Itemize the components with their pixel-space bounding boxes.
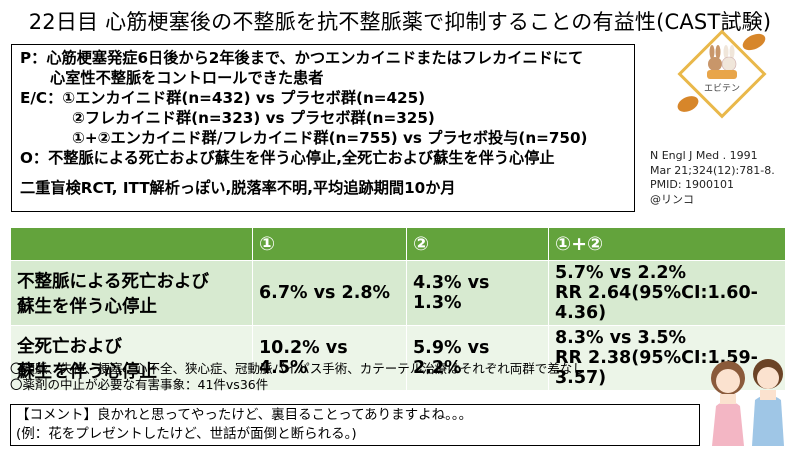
citation-journal: N Engl J Med . 1991 (650, 149, 758, 162)
notes: 〇頻脈、失神、梗塞、心不全、狭心症、冠動脈バイパス手術、カテーテル治療はそれぞれ… (10, 361, 585, 393)
citation-author: @リンコ (650, 192, 694, 206)
cell-group2: 4.3% vs 1.3% (406, 260, 549, 326)
comment-line2: (例：花をプレゼントしたけど、世話が面倒と断られる。) (16, 426, 357, 442)
fried-shrimp-icon (677, 33, 766, 112)
cell-group1: 10.2% vs 4.5% (252, 325, 407, 391)
note-outcomes: 〇頻脈、失神、梗塞、心不全、狭心症、冠動脈バイパス手術、カテーテル治療はそれぞれ… (10, 361, 585, 376)
boy-figure-icon (752, 359, 784, 446)
pico-design-line: 二重盲検RCT, ITT解析っぽい,脱落率不明,平均追跡期間10か月 (20, 179, 456, 197)
evitan-logo: エビテン (677, 29, 767, 119)
table-row: 不整脈による死亡および 蘇生を伴う心停止 6.7% vs 2.8% 4.3% v… (10, 260, 786, 326)
page-title: 22日目 心筋梗塞後の不整脈を抗不整脈薬で抑制することの有益性(CAST試験) (28, 10, 772, 34)
cell-group1: 6.7% vs 2.8% (252, 260, 407, 326)
pico-ec-line3: ①+②エンカイニド群/フレカイニド群(n=755) vs プラセボ投与(n=75… (72, 129, 588, 147)
rabbit-couple-icon (707, 45, 737, 79)
row-label: 全死亡および 蘇生を伴う心停止 (10, 325, 253, 391)
pico-p-line2: 心室性不整脈をコントロールできた患者 (50, 69, 324, 87)
pico-p-line1: P：心筋梗塞発症6日後から2年後まで、かつエンカイニドまたはフレカイニドにて (20, 49, 584, 67)
girl-figure-icon (711, 361, 745, 446)
citation: N Engl J Med . 1991 Mar 21;324(12):781-8… (650, 149, 775, 207)
table-row: 全死亡および 蘇生を伴う心停止 10.2% vs 4.5% 5.9% vs 2.… (10, 325, 786, 391)
comment-line1: 【コメント】良かれと思ってやったけど、裏目ることってありますよね。。。 (16, 407, 473, 423)
row-label-line1: 不整脈による死亡および (17, 272, 209, 292)
logo-label: エビテン (704, 83, 740, 94)
row-label-line1: 全死亡および (17, 337, 122, 357)
comment-box: 【コメント】良かれと思ってやったけど、裏目ることってありますよね。。。 (例：花… (10, 404, 700, 446)
cell-combined-rr: RR 2.38(95%CI:1.59-3.57) (555, 348, 758, 388)
cell-combined-rate: 5.7% vs 2.2% (555, 263, 687, 283)
note-adverse-events: 〇薬剤の中止が必要な有害事象：41件vs36件 (10, 377, 269, 392)
header-cell-group2: ② (406, 227, 549, 261)
cell-combined: 5.7% vs 2.2% RR 2.64(95%CI:1.60-4.36) (548, 260, 786, 326)
pico-box: P：心筋梗塞発症6日後から2年後まで、かつエンカイニドまたはフレカイニドにて 心… (11, 44, 635, 212)
cell-combined-rate: 8.3% vs 3.5% (555, 328, 687, 348)
row-label: 不整脈による死亡および 蘇生を伴う心停止 (10, 260, 253, 326)
citation-volume: Mar 21;324(12):781-8. (650, 163, 775, 177)
header-cell-empty (10, 227, 253, 261)
citation-pmid: PMID: 1900101 (650, 178, 735, 191)
pico-ec-line1: E/C：①エンカイニド群(n=432) vs プラセボ群(n=425) (20, 89, 426, 107)
header-cell-group1: ① (252, 227, 407, 261)
cell-group2: 5.9% vs 2.2% (406, 325, 549, 391)
cell-combined: 8.3% vs 3.5% RR 2.38(95%CI:1.59-3.57) (548, 325, 786, 391)
row-label-line2: 蘇生を伴う心停止 (17, 362, 157, 382)
table-header-row: ① ② ①+② (10, 227, 786, 261)
pico-ec-line2: ②フレカイニド群(n=323) vs プラセボ群(n=325) (72, 109, 435, 127)
row-label-line2: 蘇生を伴う心停止 (17, 297, 157, 317)
results-table: ① ② ①+② 不整脈による死亡および 蘇生を伴う心停止 6.7% vs 2.8… (10, 227, 786, 391)
couple-illustration-icon (711, 359, 784, 446)
header-cell-combined: ①+② (548, 227, 786, 261)
cell-combined-rr: RR 2.64(95%CI:1.60-4.36) (555, 283, 758, 323)
pico-o-line: O：不整脈による死亡および蘇生を伴う心停止,全死亡および蘇生を伴う心停止 (20, 149, 555, 167)
